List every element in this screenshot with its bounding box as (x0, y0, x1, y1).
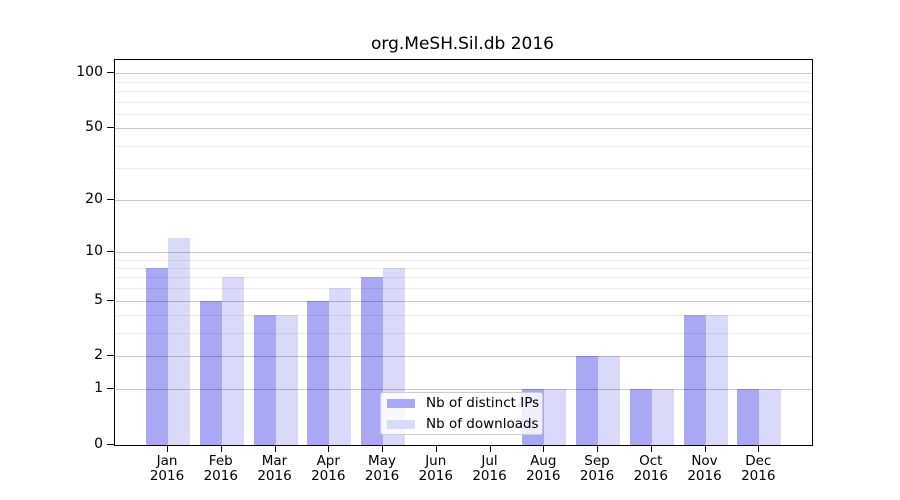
x-tick-dec (758, 445, 760, 452)
bar-downloads-feb (221, 277, 244, 445)
y-grid-major-5 (115, 300, 812, 302)
y-grid-minor-30 (115, 168, 812, 170)
y-grid-major-100 (115, 73, 812, 75)
legend-label-downloads: Nb of downloads (426, 416, 539, 432)
x-tick-label-oct: Oct 2016 (633, 453, 668, 484)
y-grid-major-1 (115, 389, 812, 391)
x-tick-label-jan: Jan 2016 (149, 453, 185, 484)
x-tick-label-mar: Mar 2016 (257, 453, 292, 484)
y-grid-minor-3 (115, 333, 812, 335)
bar-distinct-ips-may (361, 277, 383, 445)
bar-downloads-dec (759, 389, 782, 445)
y-tick-label-20: 20 (85, 190, 103, 207)
y-grid-major-20 (115, 199, 812, 201)
x-tick-aug (543, 445, 545, 452)
bar-distinct-ips-sep (576, 356, 598, 445)
bar-distinct-ips-dec (737, 389, 760, 445)
x-tick-oct (650, 445, 652, 452)
x-tick-label-nov: Nov 2016 (687, 453, 722, 484)
bar-downloads-nov (705, 315, 728, 445)
x-tick-label-jul: Jul 2016 (472, 453, 507, 484)
x-tick-label-sep: Sep 2016 (579, 453, 615, 484)
bar-downloads-apr (329, 288, 352, 445)
chart-title: org.MeSH.Sil.db 2016 (371, 34, 554, 54)
y-grid-minor-80 (115, 90, 812, 92)
x-tick-sep (597, 445, 598, 452)
y-tick-20 (107, 198, 114, 200)
x-tick-label-dec: Dec 2016 (741, 453, 776, 484)
y-tick-label-2: 2 (94, 347, 103, 364)
y-tick-2 (107, 355, 114, 357)
y-grid-minor-4 (115, 315, 812, 317)
x-tick-label-feb: Feb 2016 (203, 453, 238, 484)
legend-label-distinct-ips: Nb of distinct IPs (426, 395, 540, 411)
bar-distinct-ips-feb (199, 300, 222, 445)
legend-entry-distinct-ips: Nb of distinct IPs (387, 394, 540, 412)
bar-distinct-ips-jan (146, 267, 168, 445)
x-tick-may (382, 445, 383, 452)
bar-downloads-jan (168, 238, 190, 445)
y-grid-major-50 (115, 128, 812, 130)
bar-downloads-sep (598, 356, 620, 445)
x-tick-mar (274, 445, 276, 452)
y-grid-minor-90 (115, 81, 812, 83)
x-tick-label-aug: Aug 2016 (526, 453, 561, 484)
y-grid-minor-8 (115, 267, 812, 269)
x-tick-jul (489, 445, 491, 452)
y-tick-label-1: 1 (94, 380, 103, 397)
bar-distinct-ips-apr (307, 300, 330, 445)
y-tick-50 (107, 127, 114, 129)
y-tick-label-0: 0 (94, 436, 103, 452)
y-grid-minor-60 (115, 113, 812, 115)
x-tick-label-apr: Apr 2016 (311, 453, 346, 484)
plot-area (114, 59, 813, 446)
legend-swatch-downloads (387, 419, 415, 429)
y-tick-label-10: 10 (85, 242, 103, 259)
x-tick-nov (704, 445, 706, 452)
y-grid-major-2 (115, 356, 812, 358)
y-tick-0 (107, 444, 114, 445)
y-tick-label-100: 100 (76, 64, 103, 81)
bar-distinct-ips-mar (253, 315, 276, 445)
x-tick-jan (167, 445, 168, 452)
y-grid-minor-6 (115, 288, 812, 290)
legend: Nb of distinct IPs Nb of downloads (380, 392, 543, 435)
y-tick-label-5: 5 (94, 291, 103, 308)
bar-distinct-ips-oct (629, 389, 652, 445)
bar-downloads-mar (275, 315, 298, 445)
x-tick-feb (220, 445, 222, 452)
y-grid-minor-9 (115, 259, 812, 261)
x-tick-jun (435, 445, 437, 452)
bar-downloads-oct (651, 389, 674, 445)
y-tick-label-50: 50 (85, 119, 103, 136)
x-tick-apr (328, 445, 330, 452)
x-tick-label-jun: Jun 2016 (418, 453, 453, 484)
legend-entry-downloads: Nb of downloads (387, 415, 539, 433)
y-tick-1 (107, 388, 114, 390)
y-grid-minor-7 (115, 277, 812, 279)
bar-downloads-aug (544, 389, 567, 445)
y-tick-100 (107, 72, 114, 74)
bar-distinct-ips-nov (683, 315, 706, 445)
y-grid-minor-40 (115, 145, 812, 147)
x-tick-label-may: May 2016 (364, 453, 400, 484)
legend-swatch-distinct-ips (387, 398, 415, 408)
y-tick-5 (107, 299, 114, 301)
y-grid-major-10 (115, 251, 812, 253)
y-grid-minor-70 (115, 101, 812, 103)
y-tick-10 (107, 250, 114, 252)
